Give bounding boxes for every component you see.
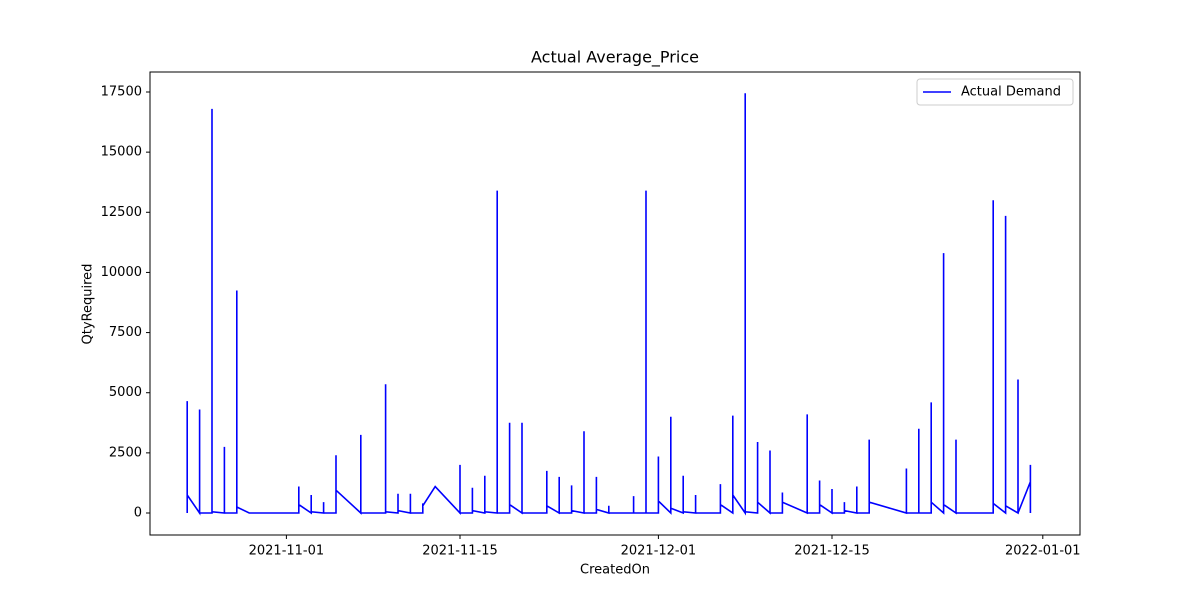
x-tick-label: 2022-01-01 [1005, 544, 1081, 559]
x-axis-label: CreatedOn [580, 563, 650, 578]
legend-box [916, 78, 1074, 106]
chart-title: Actual Average_Price [531, 48, 699, 68]
y-tick-label: 17500 [101, 84, 142, 99]
data-line [186, 93, 1032, 516]
x-tick-label: 2021-11-01 [249, 544, 325, 559]
legend-label: Actual Demand [961, 85, 1061, 100]
plot-frame [149, 71, 1081, 536]
y-tick-label: 10000 [101, 265, 142, 280]
x-tick-label: 2021-12-01 [621, 544, 697, 559]
y-tick-label: 5000 [109, 385, 142, 400]
y-tick-label: 0 [134, 506, 142, 521]
y-tick-label: 15000 [101, 145, 142, 160]
y-tick-label: 7500 [109, 325, 142, 340]
x-tick-label: 2021-11-15 [422, 544, 498, 559]
y-tick-label: 2500 [109, 445, 142, 460]
x-tick-label: 2021-12-15 [794, 544, 870, 559]
y-tick-label: 12500 [101, 205, 142, 220]
y-axis-label: QtyRequired [81, 264, 96, 345]
